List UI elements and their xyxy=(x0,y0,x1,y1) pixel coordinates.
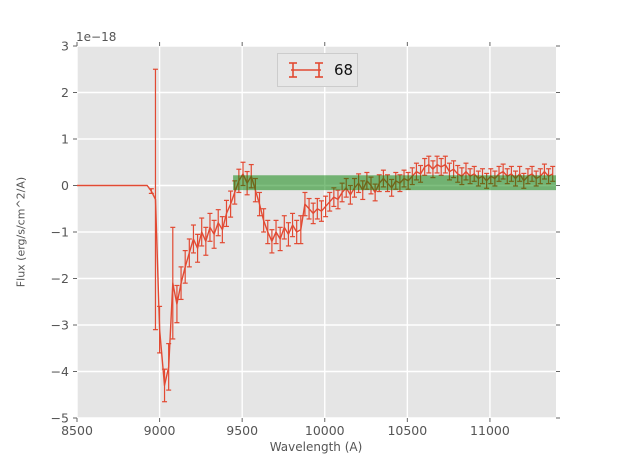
y-tick-label: −3 xyxy=(51,318,69,333)
y-axis-label: Flux (erg/s/cm^2/A) xyxy=(14,176,28,288)
x-tick-label: 10500 xyxy=(387,423,427,438)
tick-marks xyxy=(73,42,560,422)
x-tick-label: 10000 xyxy=(305,423,345,438)
series-line xyxy=(77,163,554,387)
x-tick-label: 11000 xyxy=(470,423,510,438)
y-tick-label: 0 xyxy=(61,178,69,193)
y-tick-label: 2 xyxy=(61,85,69,100)
x-tick-label: 8500 xyxy=(61,423,93,438)
confidence-band xyxy=(233,175,556,191)
y-tick-label: 1 xyxy=(61,132,69,147)
y-tick-label: 3 xyxy=(61,39,69,54)
legend: 68 xyxy=(277,53,358,87)
tick-labels: 8500 9000 9500 10000 10500 11000 3 2 1 0 −1 −2 −3 −4 −… xyxy=(51,39,510,439)
y-axis-offset-text: 1e−18 xyxy=(76,30,117,44)
y-tick-label: −4 xyxy=(51,364,69,379)
legend-label: 68 xyxy=(334,61,354,79)
x-axis-label: Wavelength (A) xyxy=(269,440,363,454)
x-tick-label: 9500 xyxy=(226,423,258,438)
y-tick-label: −2 xyxy=(51,271,69,286)
x-tick-label: 9000 xyxy=(144,423,176,438)
y-tick-label: −5 xyxy=(51,411,69,426)
errorbar-legend-icon xyxy=(289,62,323,78)
y-tick-label: −1 xyxy=(51,225,69,240)
